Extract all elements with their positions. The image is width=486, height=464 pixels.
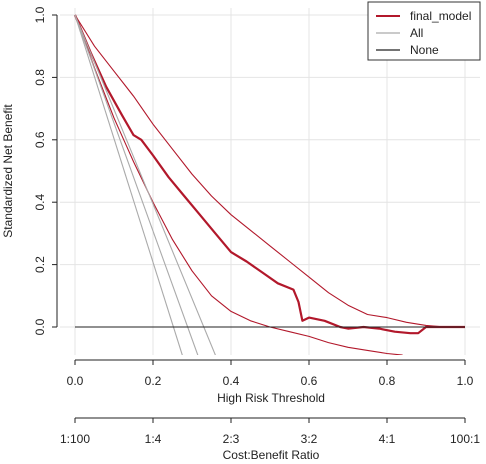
secondary-tick-label: 1:4	[145, 432, 162, 446]
secondary-axis-title: Cost:Benefit Ratio	[223, 448, 320, 462]
series-line-final-model	[73, 14, 465, 335]
series-line-unnamed-1	[74, 14, 465, 328]
legend-label: final_model	[410, 9, 471, 23]
y-tick-label: 1.0	[33, 6, 47, 23]
secondary-tick-label: 100:1	[450, 432, 480, 446]
series-line-unnamed-5	[74, 14, 216, 355]
x-tick-label: 0.6	[301, 374, 318, 388]
secondary-tick-label: 3:2	[301, 432, 318, 446]
y-tick-label: 0.4	[33, 194, 47, 211]
legend-label: None	[410, 43, 439, 57]
x-tick-label: 0.2	[145, 374, 162, 388]
series-lines	[73, 14, 465, 355]
secondary-tick-label: 1:100	[60, 432, 90, 446]
axes: 0.0 0.2 0.4 0.6 0.8 1.0 0.0 0.2 0.4 0.6 0.8 1.0 1:10…	[33, 6, 480, 446]
x-tick-label: 0.4	[223, 374, 240, 388]
y-tick-label: 0.6	[33, 131, 47, 148]
series-line-all	[74, 14, 199, 355]
series-line-unnamed-2	[74, 14, 403, 355]
x-axis-title: High Risk Threshold	[217, 391, 325, 405]
y-tick-label: 0.2	[33, 256, 47, 273]
x-tick-label: 0.8	[379, 374, 396, 388]
y-axis-title: Standardized Net Benefit	[1, 104, 15, 238]
x-tick-label: 1.0	[457, 374, 474, 388]
y-tick-label: 0.0	[33, 318, 47, 335]
legend-label: All	[410, 26, 423, 40]
secondary-tick-label: 2:3	[223, 432, 240, 446]
series-clip-group	[73, 14, 465, 355]
secondary-tick-label: 4:1	[379, 432, 396, 446]
x-tick-label: 0.0	[67, 374, 84, 388]
series-line-unnamed-4	[74, 14, 183, 355]
y-tick-label: 0.8	[33, 69, 47, 86]
legend: final_model All None	[367, 1, 481, 61]
